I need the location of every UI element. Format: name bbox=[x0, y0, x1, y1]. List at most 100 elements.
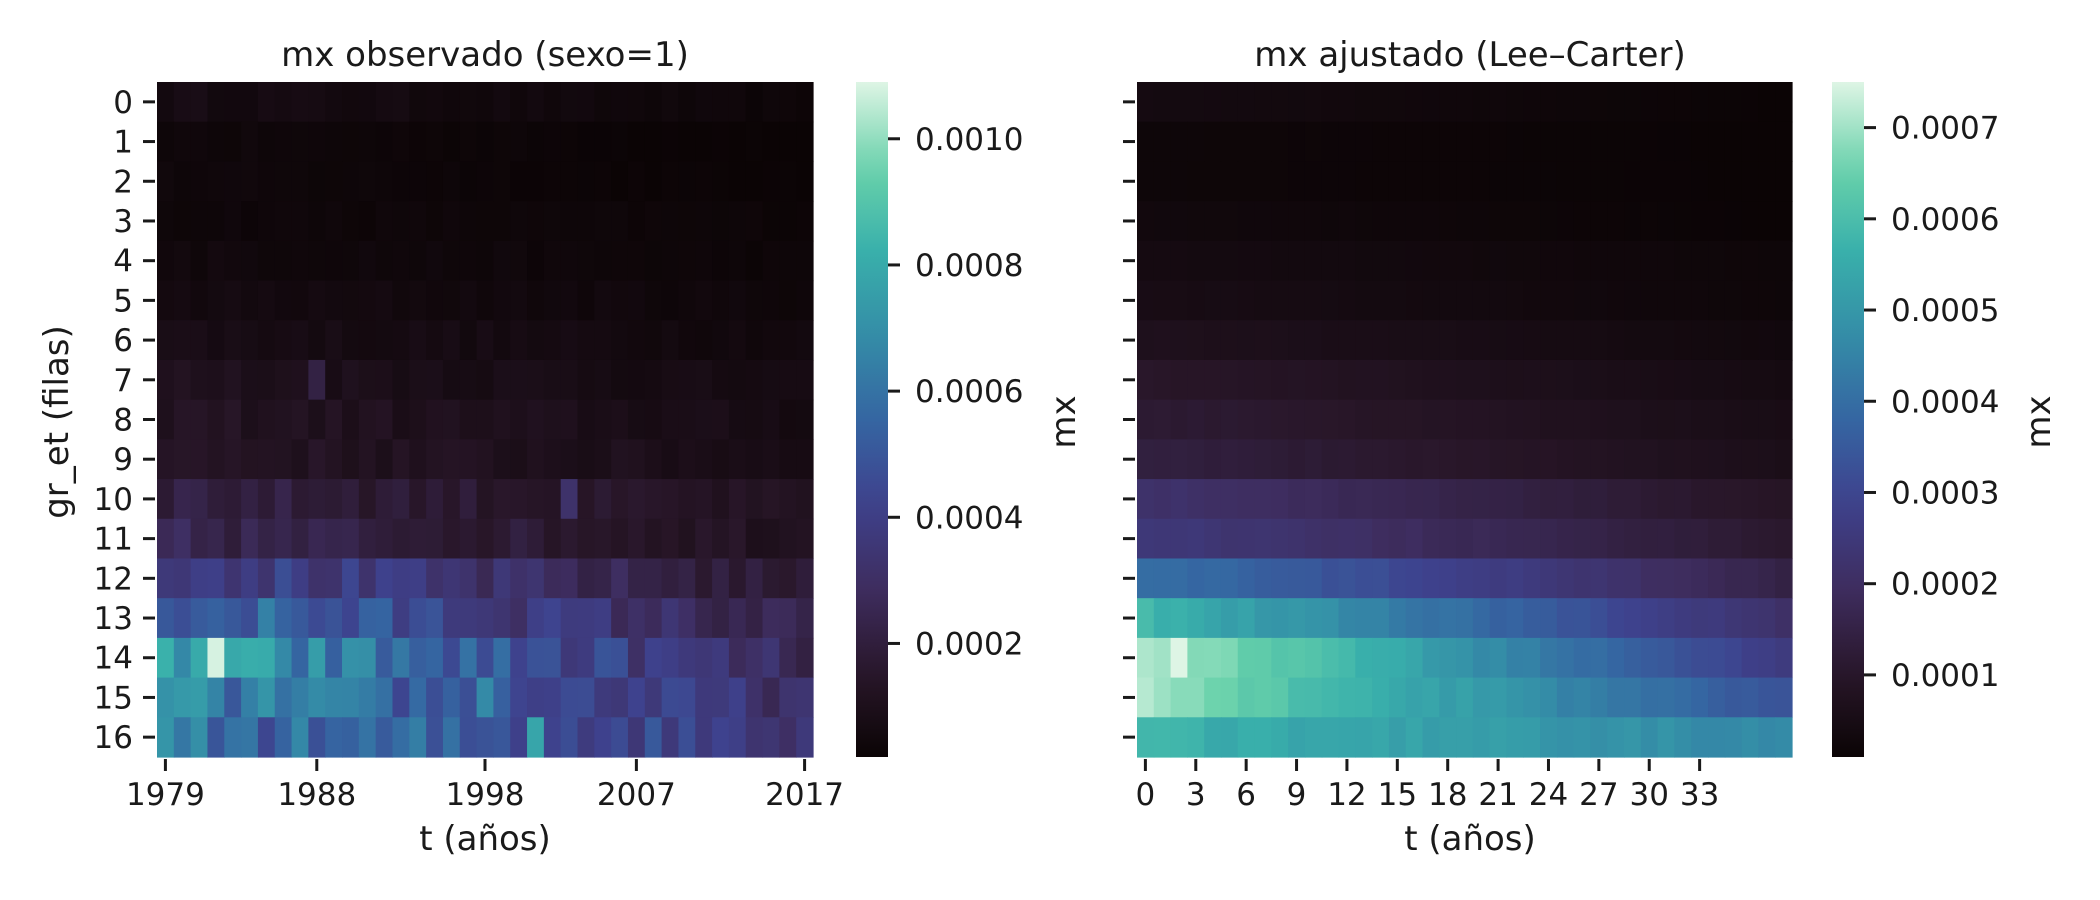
heatmap-cell bbox=[308, 320, 326, 361]
heatmap-cell bbox=[661, 359, 680, 401]
heatmap-cell bbox=[257, 558, 276, 599]
heatmap-cell bbox=[358, 637, 377, 679]
heatmap-cell bbox=[1523, 359, 1541, 401]
heatmap-cell bbox=[594, 598, 612, 639]
row-tick-label: 1 bbox=[113, 125, 133, 161]
heatmap-cell bbox=[1338, 359, 1356, 401]
heatmap-cell bbox=[1489, 558, 1508, 599]
x-tick-label: 1988 bbox=[277, 777, 356, 813]
heatmap-cell bbox=[1573, 637, 1592, 679]
heatmap-cell bbox=[560, 399, 579, 440]
row-tick-label: 5 bbox=[113, 283, 133, 319]
heatmap-cell bbox=[712, 82, 730, 123]
heatmap-cell bbox=[527, 121, 545, 163]
heatmap-cell bbox=[779, 439, 797, 480]
heatmap-cell bbox=[1540, 121, 1558, 163]
heatmap-cell bbox=[1607, 518, 1625, 560]
heatmap-cell bbox=[1170, 320, 1188, 361]
heatmap-cell bbox=[762, 121, 780, 163]
heatmap-cell bbox=[392, 82, 410, 123]
heatmap-cell bbox=[190, 201, 209, 242]
heatmap-cell bbox=[1607, 280, 1625, 321]
heatmap-cell bbox=[1153, 161, 1172, 202]
heatmap-cell bbox=[157, 320, 175, 361]
heatmap-cell bbox=[1472, 439, 1491, 480]
heatmap-cell bbox=[1556, 518, 1575, 560]
heatmap-cell bbox=[224, 637, 242, 679]
heatmap-cell bbox=[274, 280, 293, 321]
heatmap-cell bbox=[325, 121, 343, 163]
heatmap-cell bbox=[1758, 82, 1776, 123]
heatmap-cell bbox=[1187, 637, 1205, 679]
heatmap-cell bbox=[644, 518, 663, 560]
heatmap-cell bbox=[644, 558, 663, 599]
heatmap-cell bbox=[1388, 320, 1407, 361]
heatmap-cell bbox=[1607, 598, 1625, 639]
heatmap-cell bbox=[1170, 558, 1188, 599]
heatmap-cell bbox=[1540, 637, 1558, 679]
heatmap-cell bbox=[1321, 439, 1340, 480]
heatmap-cell bbox=[1237, 717, 1256, 758]
heatmap-cell bbox=[627, 399, 646, 440]
heatmap-cell bbox=[796, 201, 814, 242]
heatmap-cell bbox=[1657, 717, 1676, 758]
heatmap-cell bbox=[409, 598, 427, 639]
heatmap-cell bbox=[190, 637, 209, 679]
heatmap-cell bbox=[1674, 201, 1692, 242]
heatmap-cell bbox=[1153, 518, 1172, 560]
heatmap-cell bbox=[1472, 82, 1491, 123]
heatmap-cell bbox=[241, 82, 259, 123]
heatmap-cell bbox=[1758, 677, 1776, 718]
heatmap-cell bbox=[325, 359, 343, 401]
heatmap-cell bbox=[1321, 359, 1340, 401]
heatmap-cell bbox=[661, 399, 680, 440]
heatmap-cell bbox=[257, 479, 276, 520]
heatmap-cell bbox=[1338, 399, 1356, 440]
heatmap-cell bbox=[1775, 359, 1793, 401]
heatmap-cell bbox=[796, 82, 814, 123]
heatmap-cell bbox=[1204, 637, 1222, 679]
heatmap-cell bbox=[1137, 359, 1155, 401]
heatmap-cell bbox=[695, 598, 713, 639]
heatmap-cell bbox=[1388, 82, 1407, 123]
heatmap-cell bbox=[1355, 399, 1373, 440]
heatmap-cell bbox=[426, 558, 444, 599]
heatmap-cell bbox=[1254, 518, 1272, 560]
heatmap-cell bbox=[543, 359, 562, 401]
heatmap-cell bbox=[325, 558, 343, 599]
heatmap-cell bbox=[1304, 518, 1323, 560]
colorbar-gradient bbox=[1832, 82, 1864, 757]
heatmap-cell bbox=[291, 677, 309, 718]
heatmap-cell bbox=[1204, 518, 1222, 560]
heatmap-cell bbox=[594, 161, 612, 202]
heatmap-cell bbox=[1439, 359, 1457, 401]
heatmap-cell bbox=[291, 359, 309, 401]
heatmap-cell bbox=[1556, 558, 1575, 599]
heatmap-cell bbox=[426, 399, 444, 440]
heatmap-cell bbox=[1439, 637, 1457, 679]
heatmap-cell bbox=[1220, 359, 1239, 401]
heatmap-cell bbox=[493, 240, 511, 282]
heatmap-cell bbox=[1288, 518, 1306, 560]
heatmap-cell bbox=[426, 598, 444, 639]
heatmap-cell bbox=[1708, 240, 1726, 282]
heatmap-cell bbox=[796, 161, 814, 202]
heatmap-cell bbox=[1724, 121, 1743, 163]
heatmap-cell bbox=[1338, 201, 1356, 242]
heatmap-cell bbox=[1288, 637, 1306, 679]
heatmap-cell bbox=[1439, 558, 1457, 599]
heatmap-cell bbox=[1204, 717, 1222, 758]
heatmap-cell bbox=[1271, 518, 1289, 560]
heatmap-cell bbox=[1607, 121, 1625, 163]
heatmap-cell bbox=[577, 598, 595, 639]
heatmap-cell bbox=[1506, 201, 1524, 242]
heatmap-cell bbox=[1640, 280, 1659, 321]
heatmap-cell bbox=[1288, 280, 1306, 321]
heatmap-cell bbox=[1137, 320, 1155, 361]
heatmap-cell bbox=[1321, 161, 1340, 202]
heatmap-cell bbox=[644, 598, 663, 639]
heatmap-cell bbox=[207, 479, 225, 520]
heatmap-cell bbox=[1708, 82, 1726, 123]
colorbar-tick-label: 0.0010 bbox=[915, 122, 1023, 158]
heatmap-cell bbox=[325, 201, 343, 242]
